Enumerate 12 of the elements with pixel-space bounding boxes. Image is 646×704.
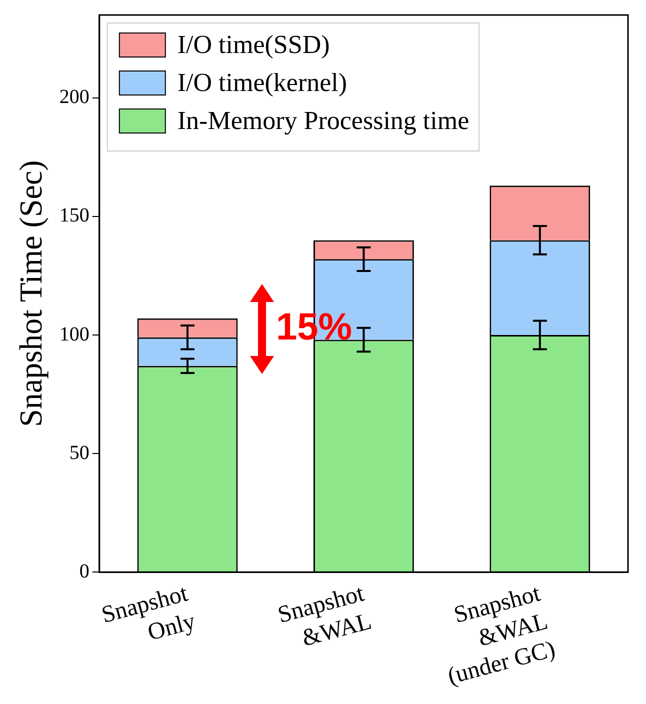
legend-label: I/O time(SSD) bbox=[177, 30, 330, 59]
y-tick-label: 50 bbox=[69, 442, 90, 464]
legend-label: In-Memory Processing time bbox=[177, 106, 470, 135]
y-tick-label: 150 bbox=[59, 204, 90, 227]
y-axis-title: Snapshot Time (Sec) bbox=[12, 160, 49, 427]
y-tick-label: 200 bbox=[59, 86, 90, 108]
y-tick-label: 100 bbox=[59, 323, 90, 346]
legend-label: I/O time(kernel) bbox=[177, 68, 348, 97]
x-tick-label: Snapshot &WAL (under GC) bbox=[445, 580, 558, 690]
x-tick-label: Snapshot &WAL bbox=[275, 580, 374, 652]
y-tick-label: 0 bbox=[79, 560, 90, 582]
x-tick-label: Snapshot Only bbox=[98, 580, 198, 646]
